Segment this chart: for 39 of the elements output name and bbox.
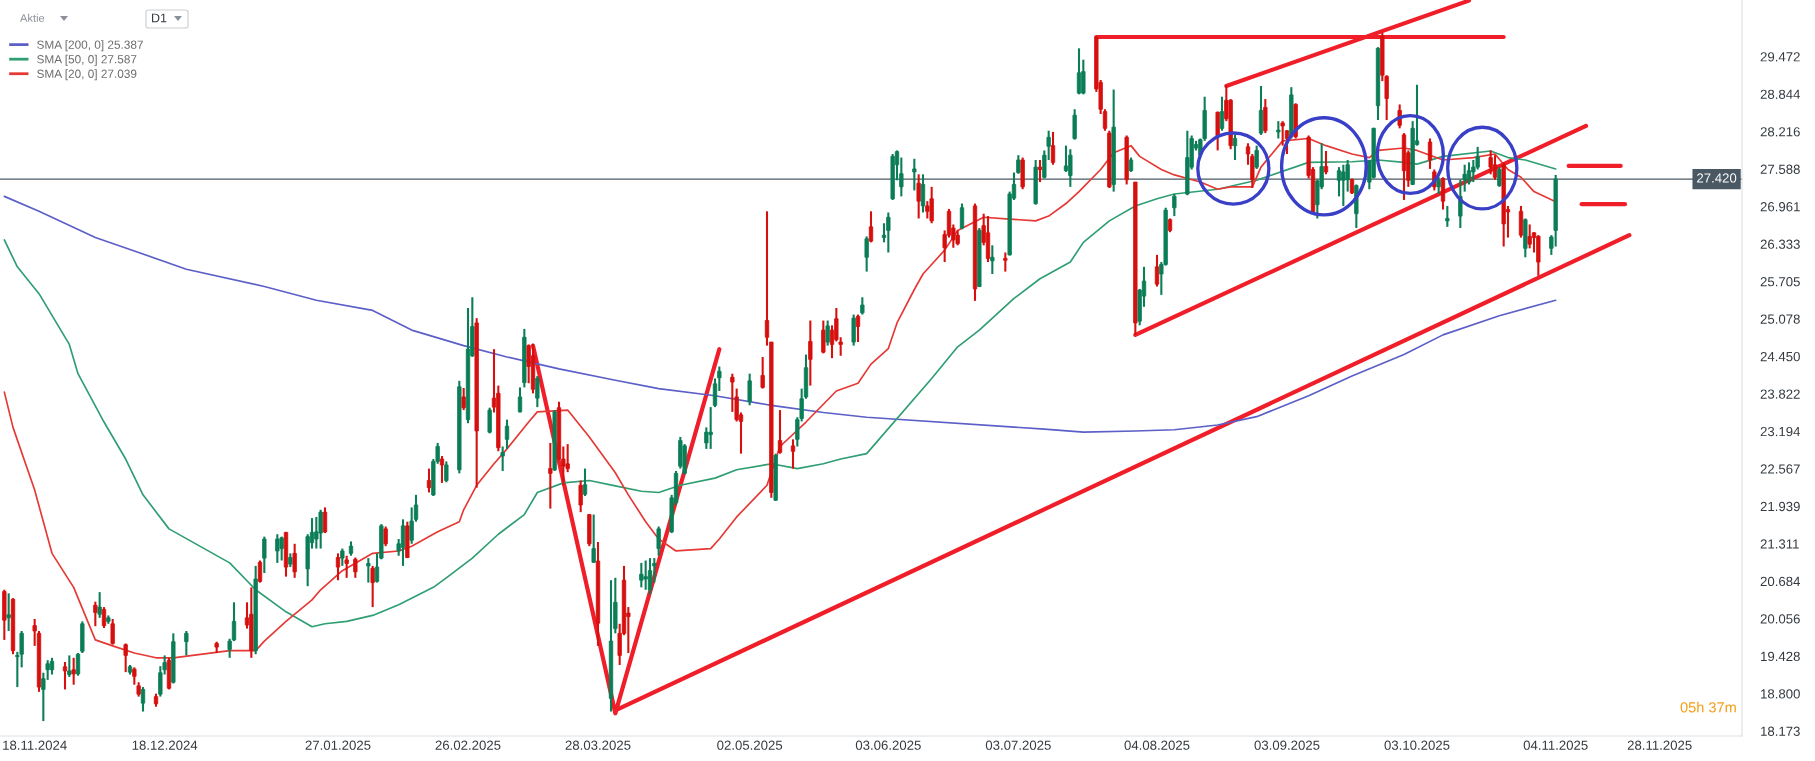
x-tick-label: 03.07.2025 [985, 740, 1051, 750]
y-tick-label: 20.684 [1760, 576, 1801, 587]
y-tick-label: 19.428 [1761, 651, 1800, 662]
legend-label: SMA [20, 0] 27.039 [37, 69, 137, 81]
y-tick-label: 22.567 [1760, 464, 1800, 474]
y-tick-label: 23.194 [1760, 426, 1801, 437]
y-tick-label: 29.472 [1760, 52, 1800, 62]
x-tick-label: 27.01.2025 [305, 740, 371, 750]
y-tick-label: 21.311 [1760, 539, 1799, 549]
x-tick-label: 04.11.2025 [1523, 740, 1588, 750]
y-tick-label: 28.844 [1760, 89, 1801, 99]
y-tick-label: 25.078 [1760, 314, 1800, 324]
x-tick-label: 03.10.2025 [1384, 740, 1450, 750]
x-tick-label: 03.09.2025 [1254, 740, 1320, 750]
x-tick-label: 18.12.2024 [132, 740, 198, 750]
annotation: 05h 37m [1680, 701, 1736, 713]
y-tick-label: 20.056 [1760, 614, 1800, 624]
legend-label: SMA [200, 0] 25.387 [37, 40, 143, 52]
y-tick-label: 24.450 [1760, 351, 1800, 362]
text: D1 [152, 13, 167, 23]
x-tick-label: 18.11.2024 [3, 740, 67, 750]
y-tick-label: 26.961 [1760, 202, 1800, 212]
x-tick-label: 03.06.2025 [855, 740, 921, 750]
x-tick-label: 28.03.2025 [565, 740, 631, 750]
x-tick-label: 26.02.2025 [435, 740, 501, 750]
x-tick-label: 02.05.2025 [717, 740, 783, 750]
legend-label: SMA [50, 0] 27.587 [37, 54, 137, 66]
ref-line-label: 27.420 [1697, 173, 1737, 183]
text: Aktie [20, 13, 45, 22]
y-tick-label: 21.939 [1760, 501, 1800, 512]
y-tick-label: 25.705 [1760, 277, 1800, 287]
y-tick-label: 18.800 [1761, 689, 1800, 699]
x-tick-label: 28.11.2025 [1627, 740, 1692, 750]
y-tick-label: 23.822 [1760, 389, 1800, 399]
y-tick-label: 18.173 [1761, 726, 1800, 736]
y-tick-label: 27.588 [1760, 164, 1800, 174]
y-tick-label: 28.216 [1760, 127, 1800, 137]
y-tick-label: 26.333 [1760, 239, 1800, 249]
x-tick-label: 04.08.2025 [1124, 740, 1190, 750]
